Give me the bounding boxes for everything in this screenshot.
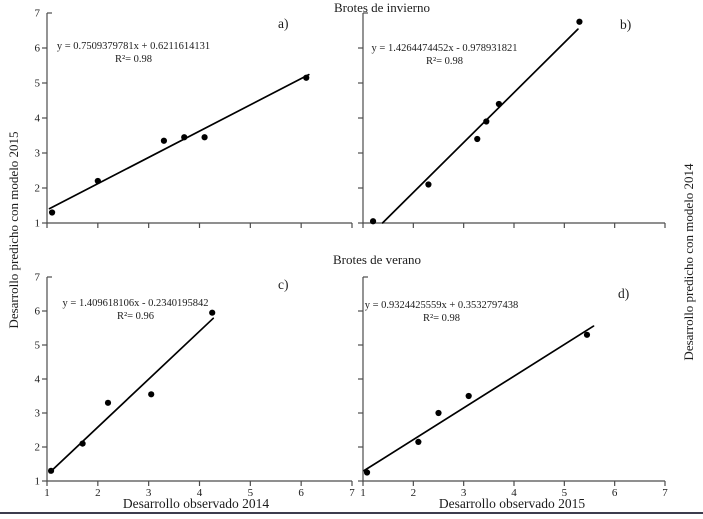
r-squared-text: R²= 0.98	[425, 56, 464, 67]
x-tick-label: 3	[146, 487, 152, 499]
y-tick-label: 3	[35, 148, 41, 160]
panel-a-label: a)	[278, 16, 289, 31]
x-tick-label: 4	[511, 487, 517, 499]
data-point	[148, 391, 155, 398]
x-tick-label: 2	[95, 487, 101, 499]
data-point	[160, 137, 168, 144]
panel-b-equation-block: y = 1.4264474452x - 0.978931821 R²= 0.98	[357, 42, 532, 68]
data-point	[47, 467, 55, 474]
group-title-summer: Brotes de verano	[332, 252, 422, 267]
data-point	[303, 74, 310, 81]
y-tick-label: 4	[35, 374, 41, 386]
y-tick-label: 1	[35, 218, 41, 230]
x-tick-label: 7	[662, 487, 668, 499]
data-point	[209, 309, 216, 316]
data-point	[94, 177, 101, 185]
r-squared-text: R²= 0.98	[422, 313, 461, 324]
data-point	[369, 218, 377, 225]
y-tick-label: 7	[35, 272, 41, 284]
x-tick-label: 1	[360, 487, 366, 499]
group-title-winter: Brotes de invierno	[333, 0, 431, 15]
data-point	[104, 399, 112, 406]
right-y-axis-title: Desarrollo predicho con modelo 2014	[681, 163, 696, 361]
regression-line	[363, 325, 595, 472]
equation-text: y = 1.409618106x - 0.2340195842	[62, 298, 209, 309]
data-point	[583, 331, 591, 338]
y-tick-label: 6	[35, 306, 41, 318]
r-squared-text: R²= 0.98	[114, 54, 153, 65]
data-point	[495, 100, 502, 108]
data-point	[435, 409, 442, 417]
y-tick-label: 4	[35, 113, 41, 125]
x-tick-label: 5	[248, 487, 254, 499]
y-tick-label: 7	[35, 8, 41, 20]
left-y-axis-title: Desarrollo predicho con modelo 2015	[6, 131, 21, 329]
equation-text: y = 0.9324425559x + 0.3532797438	[364, 300, 519, 311]
y-tick-label: 2	[35, 442, 41, 454]
x-tick-label: 6	[298, 487, 304, 499]
panel-a-equation-block: y = 0.7509379781x + 0.6211614131 R²= 0.9…	[46, 40, 221, 66]
x-tick-label: 1	[44, 487, 50, 499]
y-tick-label: 5	[35, 78, 41, 90]
y-tick-label: 2	[35, 183, 41, 195]
data-point	[483, 118, 490, 125]
data-point	[415, 438, 422, 445]
x-tick-label: 4	[197, 487, 203, 499]
equation-text: y = 0.7509379781x + 0.6211614131	[56, 41, 211, 52]
regression-line	[48, 317, 215, 474]
x-tick-label: 7	[349, 487, 355, 499]
y-tick-label: 6	[35, 43, 41, 55]
bottom-border-rule	[0, 512, 703, 514]
data-point	[201, 134, 208, 141]
equation-text: y = 1.4264474452x - 0.978931821	[371, 43, 518, 54]
y-tick-label: 1	[35, 476, 41, 488]
data-point	[48, 209, 56, 216]
r-squared-text: R²= 0.96	[116, 311, 155, 322]
data-point	[474, 135, 481, 143]
regression-line	[48, 73, 310, 210]
x-axis-title-2014: Desarrollo observado 2014	[122, 496, 270, 511]
panel-d-equation-block: y = 0.9324425559x + 0.3532797438 R²= 0.9…	[354, 299, 529, 325]
panel-d-label: d)	[618, 286, 630, 301]
x-axis-title-2015: Desarrollo observado 2015	[438, 496, 586, 511]
data-point	[576, 18, 583, 25]
x-tick-label: 2	[411, 487, 417, 499]
data-point	[425, 181, 432, 188]
data-point	[79, 440, 86, 447]
data-point	[363, 469, 371, 476]
y-tick-label: 5	[35, 340, 41, 352]
panel-b-label: b)	[620, 17, 632, 32]
y-tick-label: 3	[35, 408, 41, 420]
regression-line	[381, 28, 579, 224]
data-point	[465, 392, 472, 400]
x-tick-label: 6	[612, 487, 618, 499]
x-tick-label: 3	[461, 487, 467, 499]
panel-c-label: c)	[278, 277, 289, 292]
x-tick-label: 5	[562, 487, 568, 499]
data-point	[181, 134, 188, 141]
panel-c-equation-block: y = 1.409618106x - 0.2340195842 R²= 0.96	[48, 297, 223, 323]
